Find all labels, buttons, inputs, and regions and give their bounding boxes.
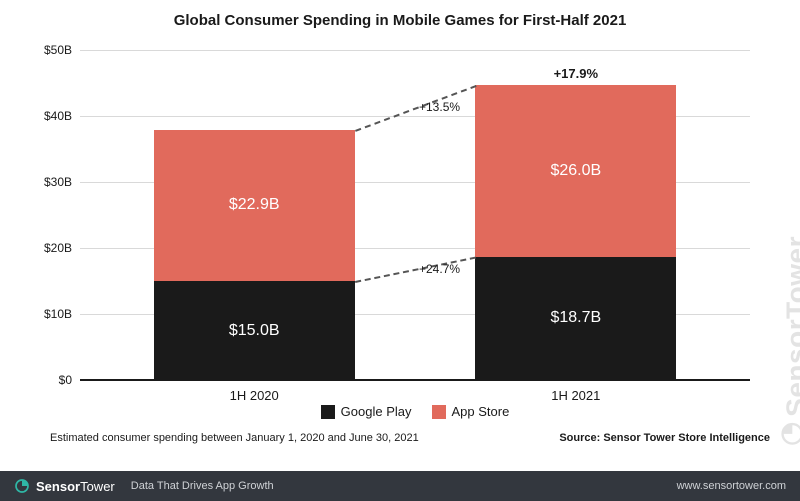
watermark-icon [780, 420, 800, 446]
legend-item: App Store [432, 404, 510, 419]
ytick-label: $10B [44, 307, 72, 321]
watermark: SensorTower [780, 236, 800, 447]
source: Source: Sensor Tower Store Intelligence [559, 432, 770, 444]
ytick-label: $40B [44, 109, 72, 123]
growth-label-segment: +13.5% [419, 100, 460, 114]
ytick-label: $20B [44, 241, 72, 255]
brand: SensorTower Data That Drives App Growth [14, 478, 274, 494]
gridline [80, 380, 750, 381]
x-category-label: 1H 2021 [475, 388, 676, 403]
bar-segment: $18.7B [475, 257, 676, 380]
ytick-label: $0 [59, 373, 72, 387]
legend-item: Google Play [321, 404, 412, 419]
brand-icon [14, 478, 30, 494]
legend-label: Google Play [341, 404, 412, 419]
bar-segment: $22.9B [154, 130, 355, 281]
x-category-label: 1H 2020 [154, 388, 355, 403]
footnote-row: Estimated consumer spending between Janu… [50, 432, 770, 444]
chart-title: Global Consumer Spending in Mobile Games… [0, 12, 800, 29]
chart-container: Global Consumer Spending in Mobile Games… [0, 0, 800, 471]
legend-swatch [321, 405, 335, 419]
plot-area: $0$10B$20B$30B$40B$50B$15.0B$22.9B1H 202… [80, 50, 750, 380]
bar-segment: $26.0B [475, 85, 676, 257]
footnote: Estimated consumer spending between Janu… [50, 432, 419, 444]
legend: Google Play App Store [80, 404, 750, 422]
gridline [80, 50, 750, 51]
legend-swatch [432, 405, 446, 419]
brand-tagline: Data That Drives App Growth [131, 480, 274, 492]
footer-bar: SensorTower Data That Drives App Growth … [0, 471, 800, 501]
bar-segment: $15.0B [154, 281, 355, 380]
ytick-label: $50B [44, 43, 72, 57]
ytick-label: $30B [44, 175, 72, 189]
brand-name: SensorTower [36, 479, 115, 494]
footer-site: www.sensortower.com [677, 480, 786, 492]
watermark-text: SensorTower [781, 236, 800, 417]
growth-label-segment: +24.7% [419, 262, 460, 276]
growth-label-total: +17.9% [554, 66, 598, 81]
legend-label: App Store [452, 404, 510, 419]
